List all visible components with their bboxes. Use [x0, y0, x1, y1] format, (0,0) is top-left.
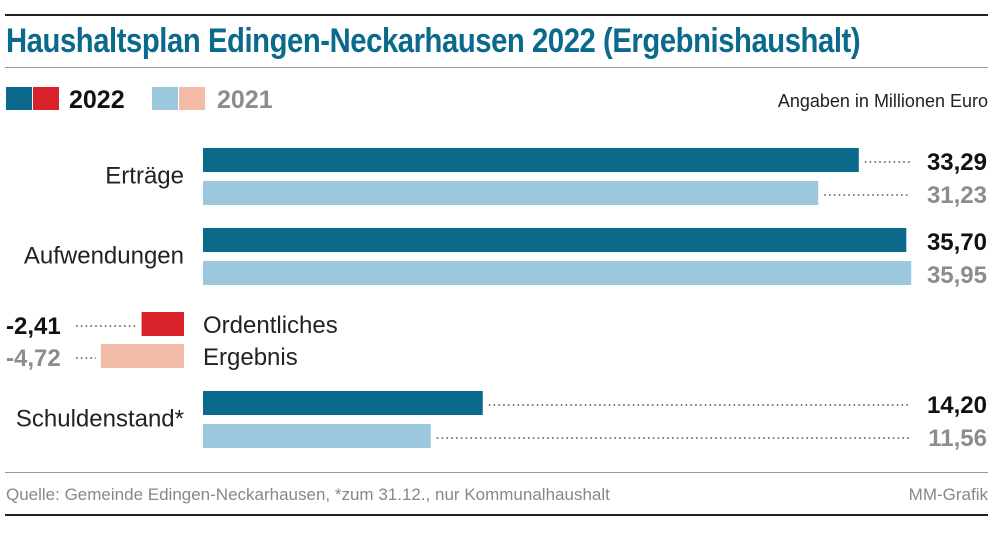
legend-swatch-2021-positive: [152, 87, 178, 110]
value-label-aufwendungen-2021: 35,95: [927, 262, 987, 289]
bar-aufwendungen-2021: [203, 261, 912, 285]
value-label-ordentliches-ergebnis-2022: -2,41: [6, 313, 61, 340]
bottom-rule: [5, 514, 988, 516]
category-label-schuldenstand: Schuldenstand*: [16, 406, 184, 433]
legend-swatch-2022-positive: [6, 87, 32, 110]
bar-schuldenstand-2022: [203, 391, 483, 415]
units-note: Angaben in Millionen Euro: [777, 91, 988, 111]
value-label-erträge-2021: 31,23: [927, 182, 987, 209]
legend-swatch-2022-negative: [33, 87, 59, 110]
bar-ordentliches-ergebnis-2021: [100, 344, 184, 368]
value-label-ordentliches-ergebnis-2021: -4,72: [6, 345, 61, 372]
footer-rule: [5, 472, 988, 473]
category-label-erträge: Erträge: [105, 163, 184, 190]
bar-ordentliches-ergebnis-2022: [141, 312, 184, 336]
category-label-aufwendungen: Aufwendungen: [24, 243, 184, 270]
bar-erträge-2022: [203, 148, 859, 172]
value-label-erträge-2022: 33,29: [927, 149, 987, 176]
top-rule: [5, 14, 988, 16]
credit: MM-Grafik: [908, 485, 988, 504]
bar-schuldenstand-2021: [203, 424, 431, 448]
title-rule: [5, 67, 988, 68]
chart-title: Haushaltsplan Edingen-Neckarhausen 2022 …: [6, 22, 861, 60]
bar-aufwendungen-2022: [203, 228, 907, 252]
value-label-aufwendungen-2022: 35,70: [927, 229, 987, 256]
legend-label-2021: 2021: [217, 86, 273, 114]
category-label-ordentliches-ergebnis-line-2: Ergebnis: [203, 344, 298, 371]
bar-erträge-2021: [203, 181, 819, 205]
source-note: Quelle: Gemeinde Edingen-Neckarhausen, *…: [6, 485, 610, 504]
legend-label-2022: 2022: [69, 86, 125, 114]
value-label-schuldenstand-2022: 14,20: [927, 392, 987, 419]
category-label-ordentliches-ergebnis-line-1: Ordentliches: [203, 312, 338, 339]
legend-swatch-2021-negative: [179, 87, 205, 110]
value-label-schuldenstand-2021: 11,56: [928, 425, 987, 452]
